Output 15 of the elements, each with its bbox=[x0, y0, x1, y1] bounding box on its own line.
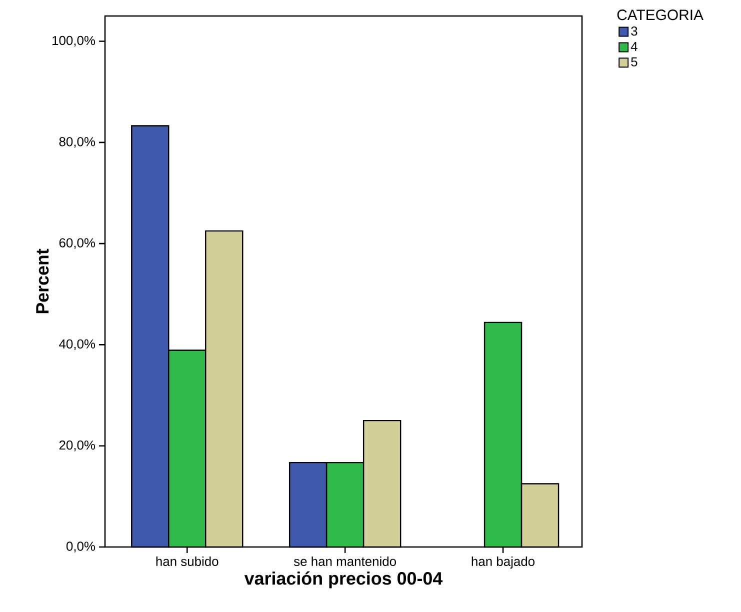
x-axis-title: variación precios 00-04 bbox=[244, 571, 443, 588]
y-tick-label: 100,0% bbox=[52, 36, 96, 47]
legend-label: 5 bbox=[631, 57, 638, 66]
y-tick-label: 0,0% bbox=[66, 542, 96, 552]
legend-label: 3 bbox=[631, 26, 638, 36]
x-tick-label: han bajado bbox=[472, 556, 535, 569]
y-tick-label: 60,0% bbox=[59, 238, 96, 249]
y-tick-label: 40,0% bbox=[59, 339, 96, 350]
x-tick-label: se han mantenido bbox=[294, 556, 396, 566]
y-tick-label: 80,0% bbox=[59, 137, 96, 148]
legend-title: CATEGORIA bbox=[617, 10, 704, 20]
x-tick-label: han subido bbox=[156, 556, 218, 566]
y-axis-title: Percent bbox=[36, 248, 49, 314]
legend-label: 4 bbox=[630, 42, 638, 51]
y-tick-label: 20,0% bbox=[59, 440, 96, 452]
